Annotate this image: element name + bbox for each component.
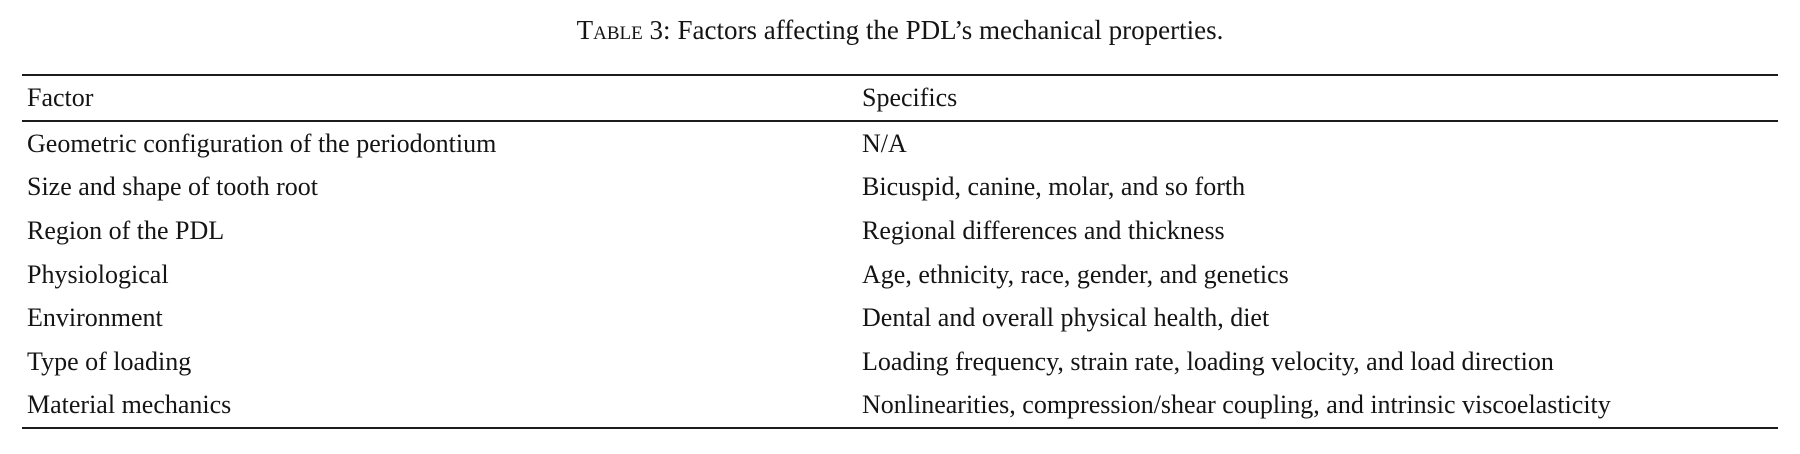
factor-cell: Geometric configuration of the periodont… <box>27 128 497 158</box>
table-row: Environment Dental and overall physical … <box>22 296 1778 340</box>
table-row: Material mechanics Nonlinearities, compr… <box>22 384 1778 428</box>
factor-cell: Environment <box>27 303 163 333</box>
specifics-cell: Regional differences and thickness <box>862 215 1225 245</box>
specifics-cell: Age, ethnicity, race, gender, and geneti… <box>862 259 1289 289</box>
specifics-cell: Bicuspid, canine, molar, and so forth <box>862 172 1246 202</box>
factor-cell: Material mechanics <box>27 390 232 420</box>
specifics-cell: Nonlinearities, compression/shear coupli… <box>862 390 1611 420</box>
table-row: Physiological Age, ethnicity, race, gend… <box>22 253 1778 297</box>
factors-table: Factor Specifics Geometric configuration… <box>22 74 1778 430</box>
table-header-row: Factor Specifics <box>22 76 1778 120</box>
factor-cell: Size and shape of tooth root <box>27 172 318 202</box>
specifics-cell: Dental and overall physical health, diet <box>862 303 1270 333</box>
table-header-rule <box>22 120 1778 122</box>
table-body: Geometric configuration of the periodont… <box>22 122 1778 427</box>
table-row: Geometric configuration of the periodont… <box>22 122 1778 166</box>
column-header-factor: Factor <box>27 83 94 112</box>
factor-cell: Physiological <box>27 259 169 289</box>
factor-cell: Region of the PDL <box>27 215 225 245</box>
specifics-cell: N/A <box>862 128 907 158</box>
table-row: Size and shape of tooth root Bicuspid, c… <box>22 166 1778 210</box>
specifics-cell: Loading frequency, strain rate, loading … <box>862 346 1554 376</box>
column-header-specifics: Specifics <box>862 83 958 112</box>
table-caption-text: Factors affecting the PDL’s mechanical p… <box>677 15 1224 45</box>
factor-cell: Type of loading <box>27 346 192 376</box>
table-bottom-rule <box>22 427 1778 430</box>
table-top-rule <box>22 74 1778 76</box>
table-caption-label: Table 3: <box>576 15 671 45</box>
table-caption: Table 3: Factors affecting the PDL’s mech… <box>0 14 1800 46</box>
table-row: Region of the PDL Regional differences a… <box>22 209 1778 253</box>
table-row: Type of loading Loading frequency, strai… <box>22 340 1778 384</box>
